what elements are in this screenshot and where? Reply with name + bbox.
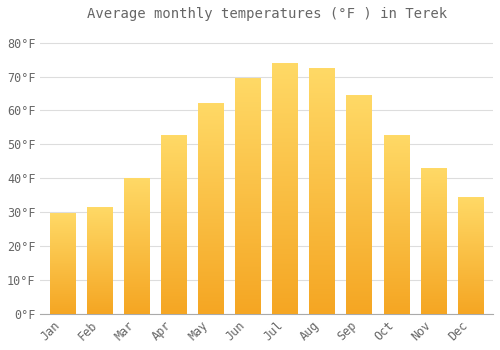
Title: Average monthly temperatures (°F ) in Terek: Average monthly temperatures (°F ) in Te… — [86, 7, 446, 21]
